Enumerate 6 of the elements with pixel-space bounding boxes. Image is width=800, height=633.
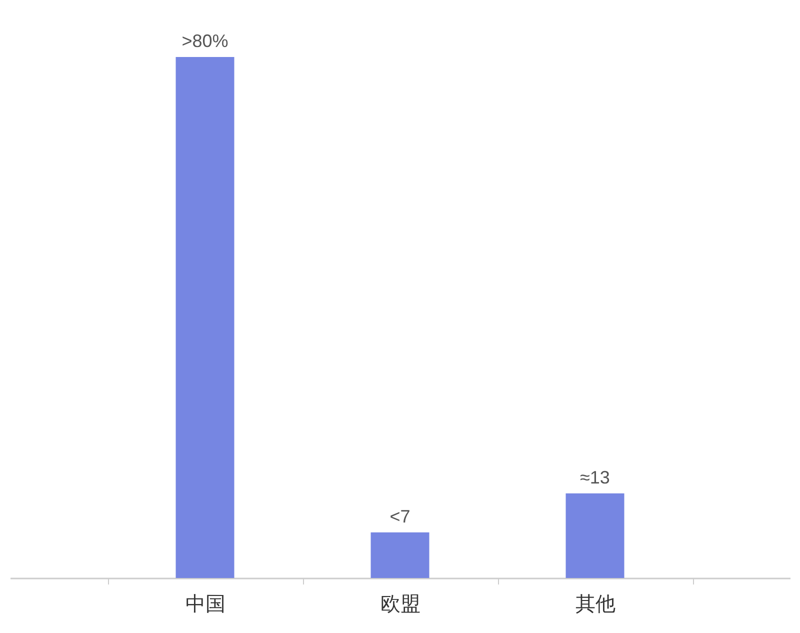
x-tick-label: 欧盟: [380, 594, 420, 616]
data-label: >80%: [182, 31, 228, 51]
data-label: ≈13: [580, 467, 610, 488]
x-tick-label: 中国: [186, 594, 226, 616]
data-label: <7: [390, 506, 410, 526]
x-tick-label: 其他: [576, 594, 616, 616]
